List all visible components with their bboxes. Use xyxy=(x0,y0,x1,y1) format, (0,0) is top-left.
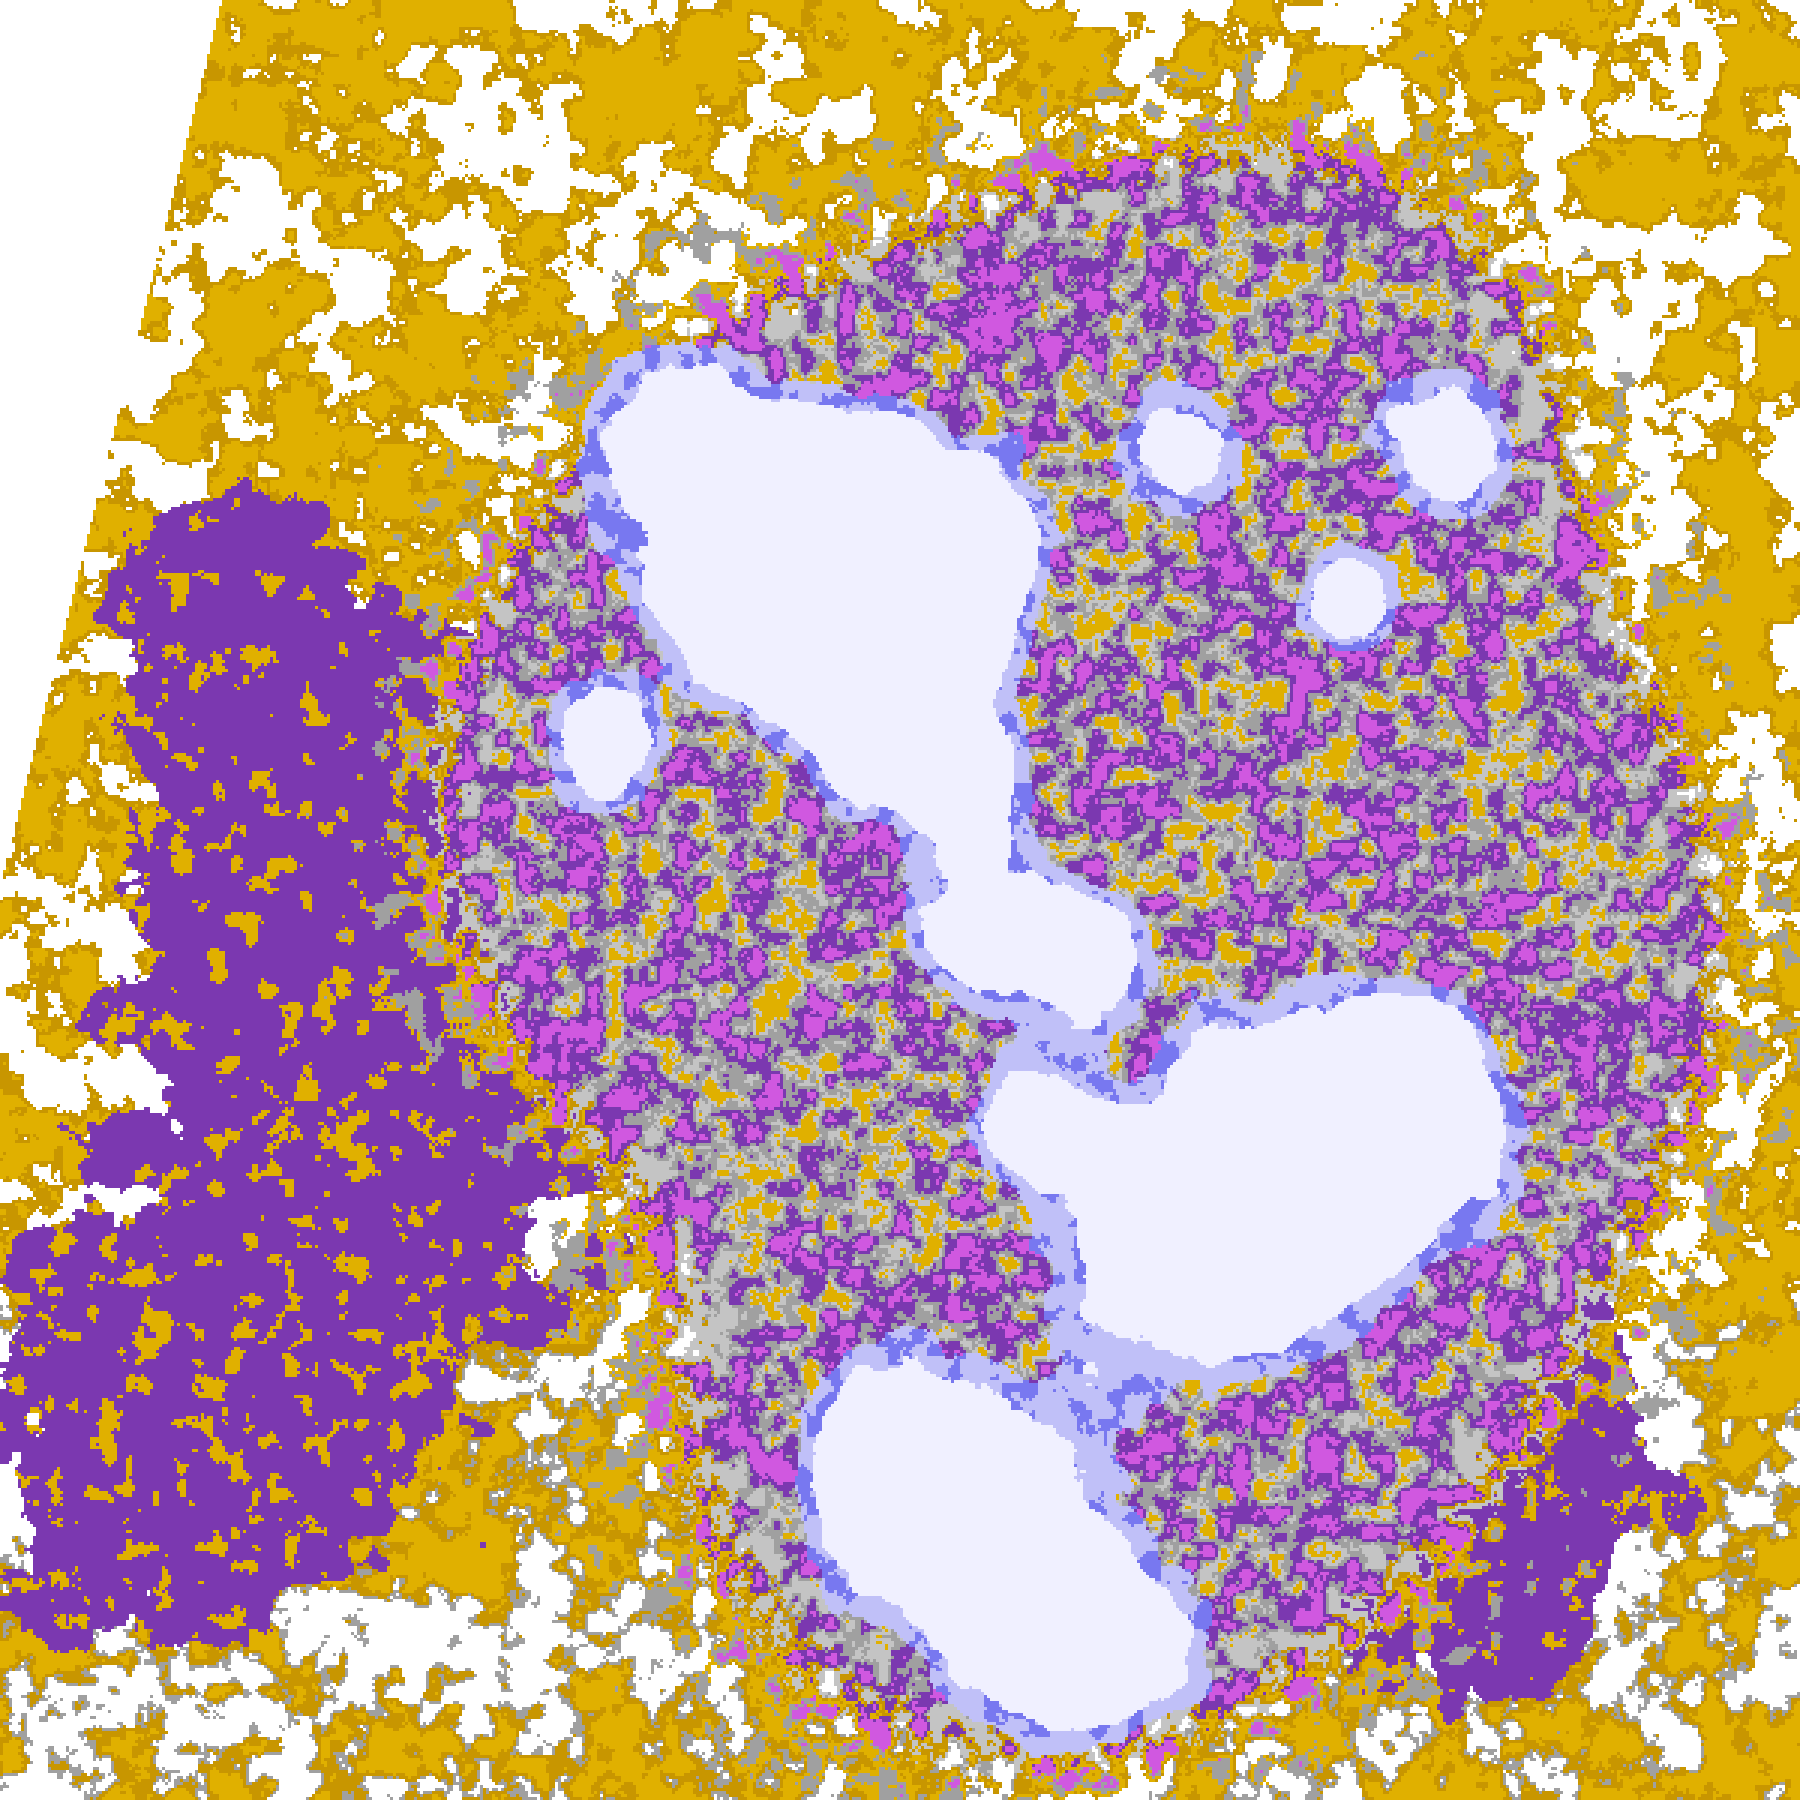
cloud-classification-raster xyxy=(0,0,1800,1800)
satellite-map xyxy=(0,0,1800,1800)
